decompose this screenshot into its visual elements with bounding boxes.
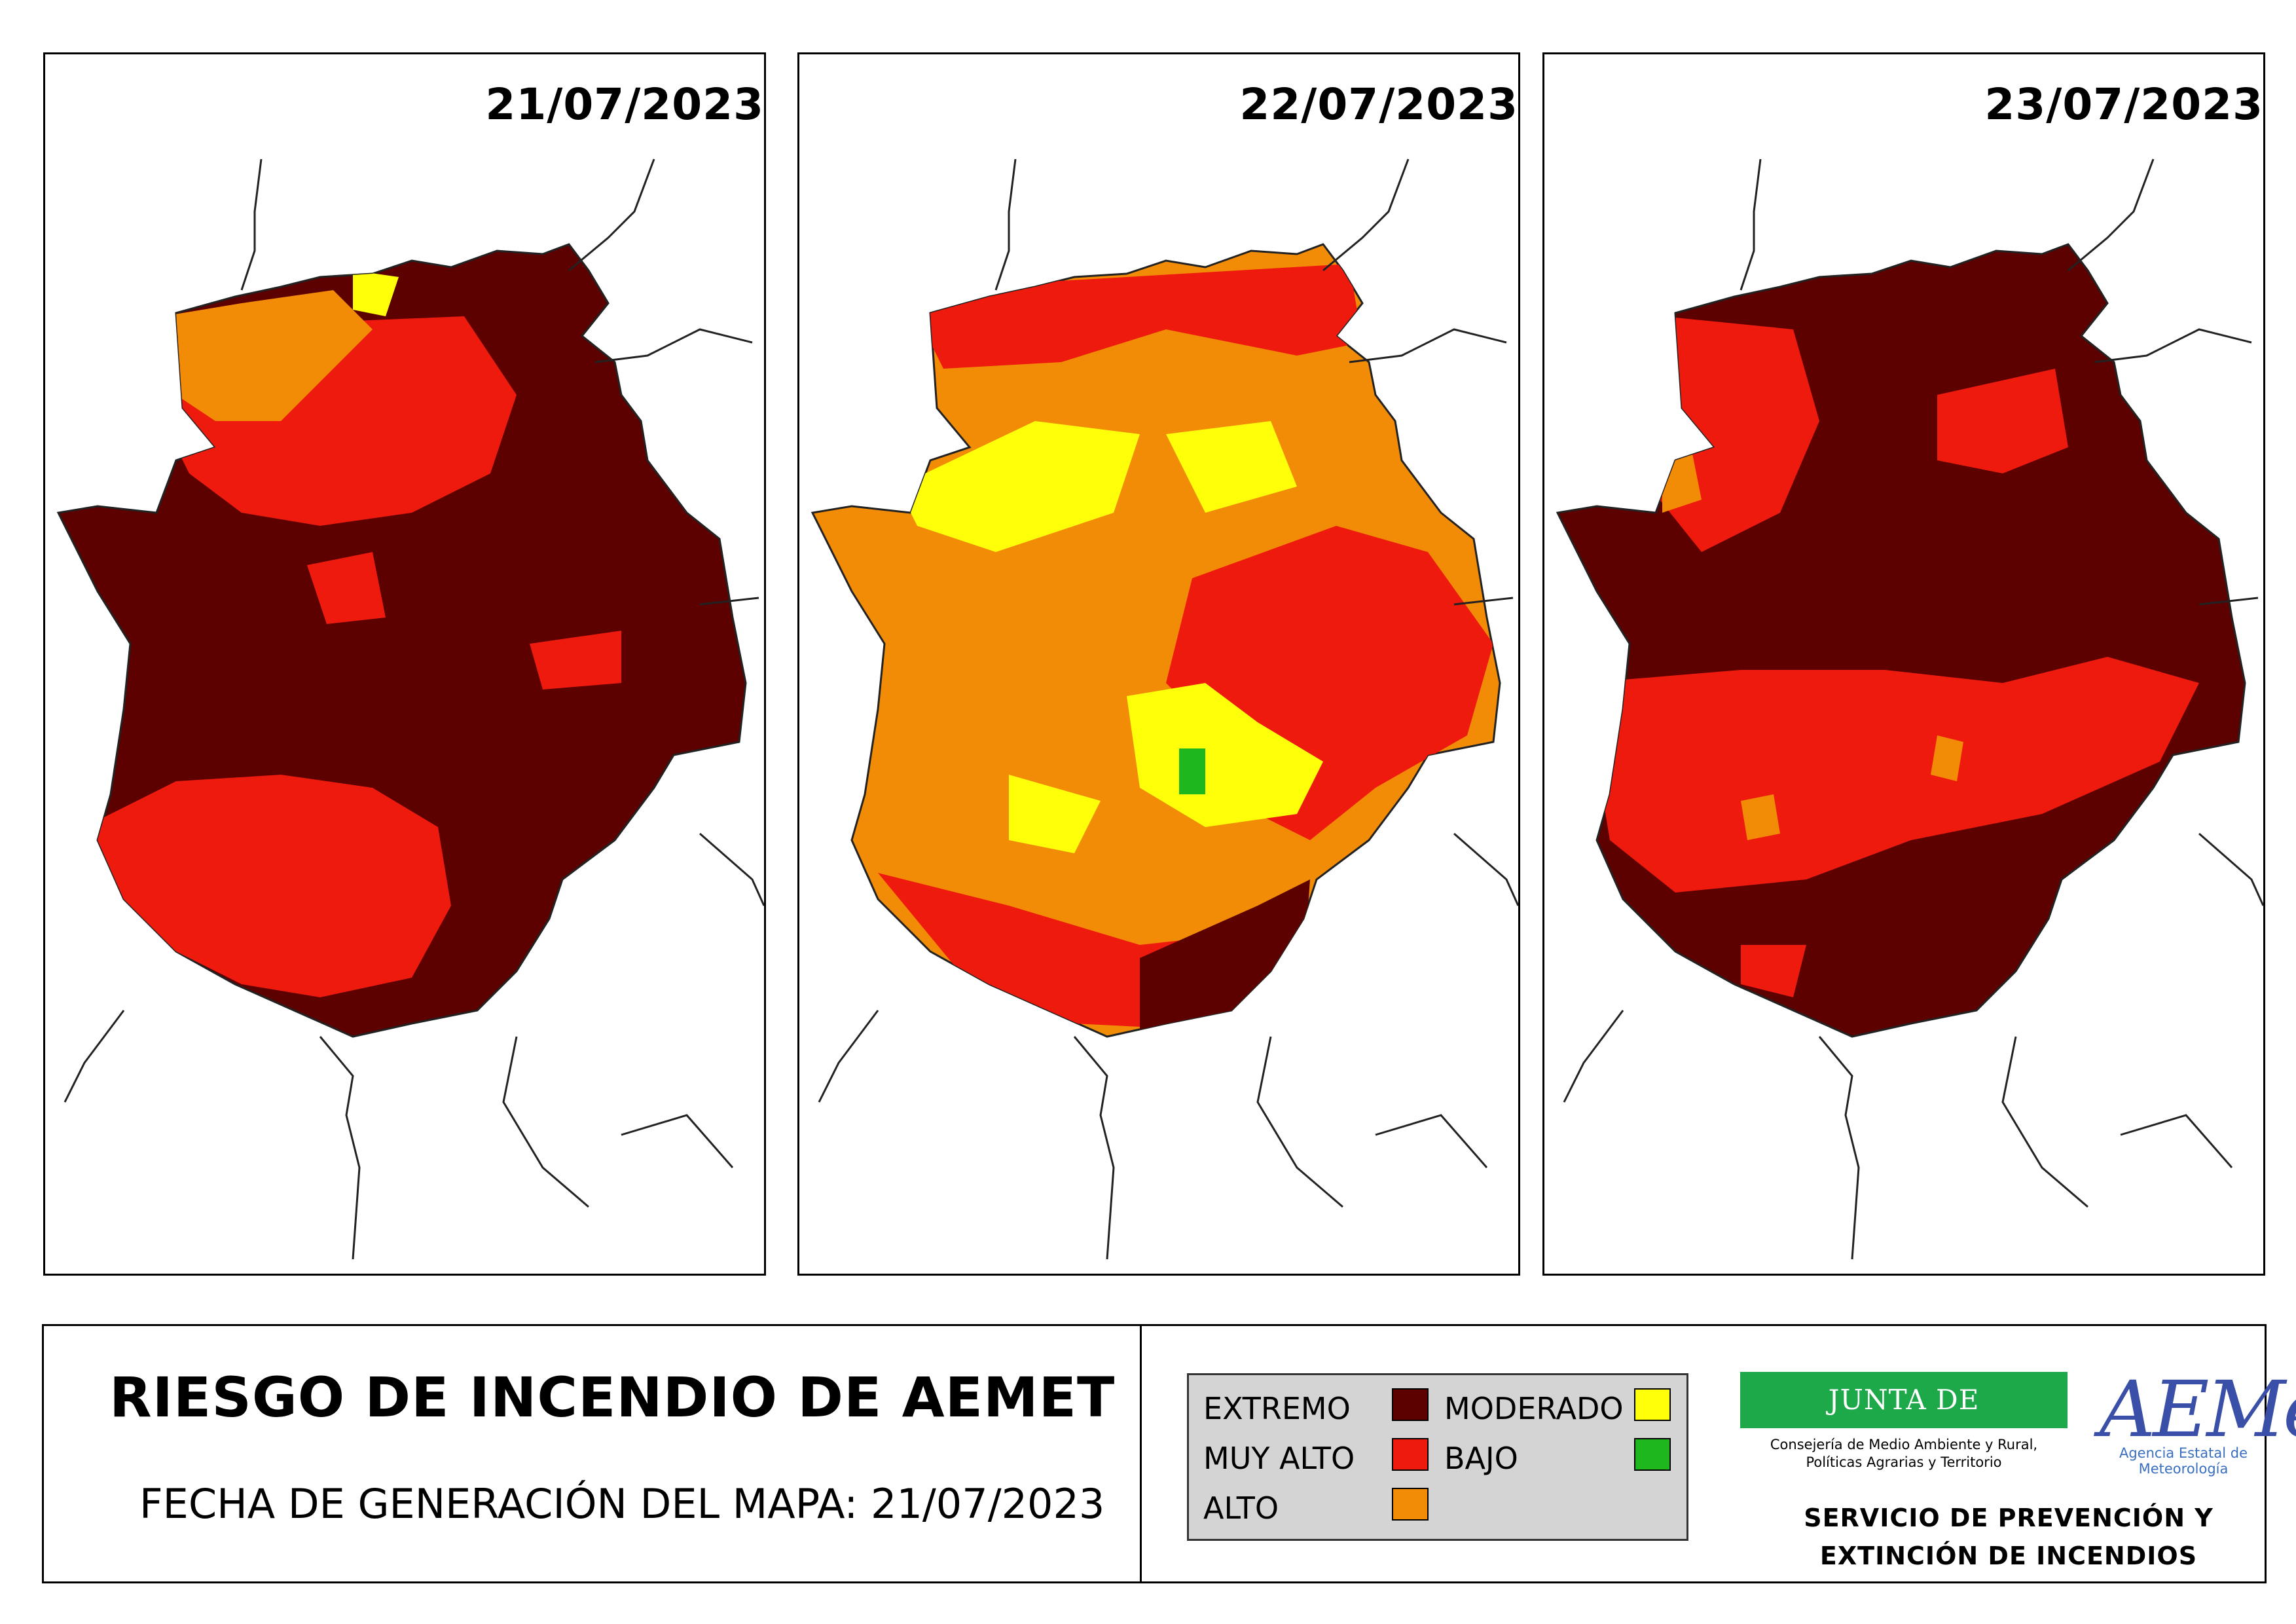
info-box: RIESGO DE INCENDIO DE AEMET FECHA DE GEN… — [42, 1324, 2296, 1583]
map-title: RIESGO DE INCENDIO DE AEMET — [109, 1365, 1116, 1430]
map-panel-day2: 22/07/2023 — [797, 52, 1520, 1276]
region-map-day3 — [1556, 158, 2263, 1260]
region-fill — [811, 243, 1501, 1038]
legend-swatch-alto — [1392, 1488, 1429, 1521]
service-name: SERVICIO DE PREVENCIÓN Y EXTINCIÓN DE IN… — [1740, 1499, 2277, 1575]
legend-swatch-bajo — [1634, 1438, 1671, 1471]
legend-swatch-muy-alto — [1392, 1438, 1429, 1471]
junta-subtitle: Consejería de Medio Ambiente y Rural, Po… — [1740, 1436, 2068, 1471]
panel-date: 21/07/2023 — [485, 79, 764, 130]
legend-label-extremo: EXTREMO — [1203, 1391, 1351, 1426]
legend-swatch-extremo — [1392, 1388, 1429, 1421]
region-map-day2 — [811, 158, 1518, 1260]
legend-label-moderado: MODERADO — [1444, 1391, 1624, 1426]
junta-subtitle-line2: Políticas Agrarias y Territorio — [1806, 1454, 2002, 1470]
map-panel-day3: 23/07/2023 — [1542, 52, 2265, 1276]
panel-date: 23/07/2023 — [1984, 79, 2263, 130]
aemet-subtitle: Agencia Estatal de Meteorología — [2119, 1445, 2248, 1477]
service-line1: SERVICIO DE PREVENCIÓN Y — [1804, 1504, 2214, 1532]
region-fill — [1556, 243, 2246, 1038]
panel-date: 22/07/2023 — [1239, 79, 1518, 130]
legend-label-alto: ALTO — [1203, 1490, 1279, 1526]
service-line2: EXTINCIÓN DE INCENDIOS — [1819, 1541, 2198, 1570]
junta-extremadura-logo: JUNTA DE EXTREMADURA — [1740, 1372, 2068, 1472]
legend: EXTREMO MUY ALTO ALTO MODERADO BAJO — [1187, 1373, 1688, 1541]
legend-label-muy-alto: MUY ALTO — [1203, 1441, 1355, 1476]
generation-date: FECHA DE GENERACIÓN DEL MAPA: 21/07/2023 — [139, 1480, 1105, 1528]
divider — [1140, 1326, 1142, 1581]
region-map-day1 — [56, 158, 764, 1260]
aemet-logo: AEMet — [2100, 1364, 2296, 1454]
legend-swatch-moderado — [1634, 1388, 1671, 1421]
junta-subtitle-line1: Consejería de Medio Ambiente y Rural, — [1770, 1437, 2038, 1452]
legend-label-bajo: BAJO — [1444, 1441, 1518, 1476]
map-panel-day1: 21/07/2023 — [43, 52, 766, 1276]
